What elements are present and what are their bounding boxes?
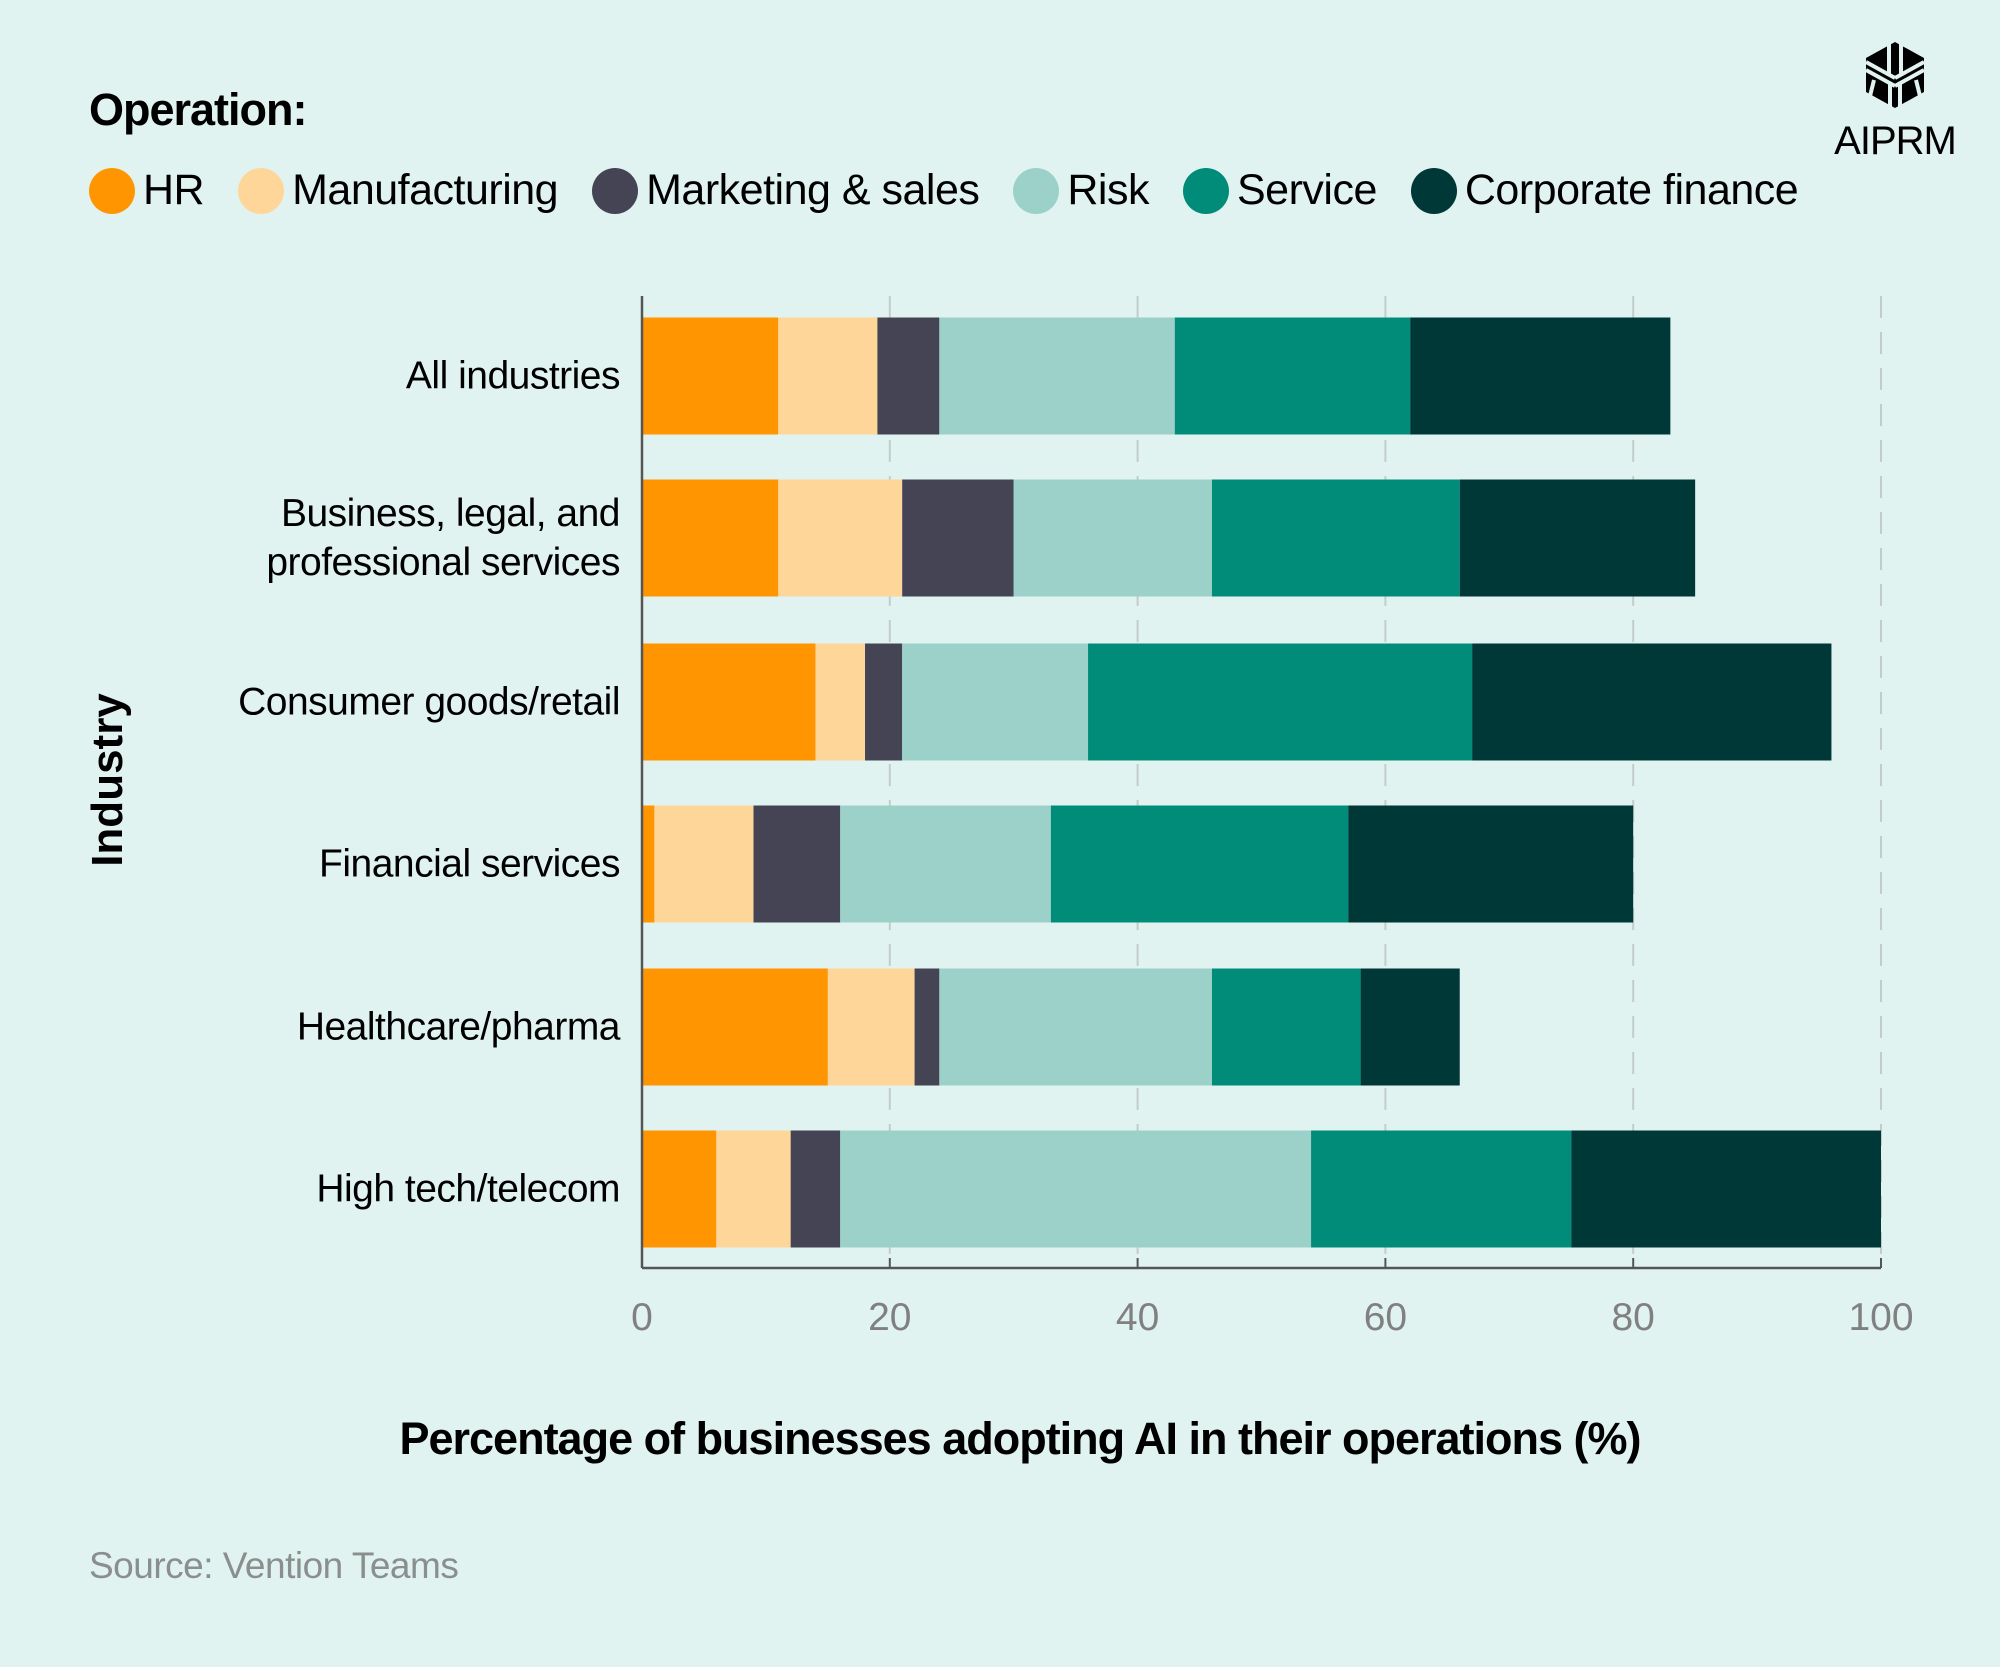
- y-axis-title: Industry: [83, 693, 132, 867]
- category-label-line: professional services: [266, 541, 620, 584]
- x-tick-label: 60: [1363, 1296, 1408, 1339]
- x-tick-label: 100: [1848, 1296, 1914, 1339]
- bar-segment: [1174, 317, 1411, 435]
- category-label: Consumer goods/retail: [238, 678, 620, 727]
- category-label: Business, legal, and professional service…: [266, 489, 620, 587]
- category-label-line: Business, legal, and: [280, 492, 621, 535]
- x-tick-label: 80: [1611, 1296, 1655, 1339]
- legend-item: Service: [1182, 166, 1377, 215]
- bar-segment: [642, 479, 779, 597]
- logo-text: AIPRM: [1834, 119, 1957, 163]
- bar-segment: [939, 968, 1212, 1086]
- category-label-line: Healthcare/pharma: [296, 1005, 621, 1049]
- legend-label: Corporate finance: [1464, 166, 1799, 214]
- source-note: Source: Vention Teams: [89, 1545, 459, 1586]
- bar-segment: [642, 643, 816, 761]
- legend-swatch: [89, 167, 135, 214]
- legend-item: HR: [89, 166, 205, 215]
- legend-swatch: [1182, 167, 1229, 214]
- bar-segment: [778, 479, 903, 597]
- bar-segment: [840, 805, 1051, 923]
- legend-swatch: [238, 167, 285, 214]
- category-label: All industries: [405, 352, 621, 401]
- bar-segment: [902, 643, 1089, 761]
- bar-segment: [827, 968, 915, 1086]
- legend-label: HR: [143, 166, 205, 214]
- bar-segment: [840, 1130, 1312, 1248]
- bar-segment: [1211, 479, 1460, 597]
- bar-segment: [1410, 317, 1671, 435]
- legend-swatch: [1410, 167, 1457, 214]
- bar-segment: [654, 805, 754, 923]
- aiprm-logo-icon: [1865, 42, 1925, 108]
- bar-segment: [865, 643, 903, 761]
- bar-segment: [1472, 643, 1832, 761]
- bar-segment: [1571, 1130, 1881, 1248]
- bar-segment: [939, 317, 1175, 435]
- category-label: Healthcare/pharma: [296, 1003, 621, 1052]
- bar-segment: [642, 1130, 717, 1248]
- legend-label: Marketing & sales: [646, 166, 980, 214]
- bar-segment: [1360, 968, 1460, 1086]
- category-label-line: Consumer goods/retail: [238, 680, 620, 724]
- bar-segment: [1348, 805, 1634, 923]
- bar-segment: [1088, 643, 1473, 761]
- category-label: Financial services: [319, 840, 620, 889]
- legend-swatch: [1013, 167, 1060, 214]
- legend-label: Risk: [1067, 166, 1149, 214]
- legend-item: Risk: [1013, 166, 1149, 215]
- legend-item: Corporate finance: [1410, 166, 1799, 215]
- aiprm-logo: AIPRM: [1830, 40, 1960, 164]
- bar-segment: [753, 805, 841, 923]
- category-label-line: Financial services: [319, 842, 620, 886]
- x-tick-label: 20: [868, 1296, 912, 1339]
- x-axis-title: Percentage of businesses adopting AI in …: [399, 1413, 1641, 1464]
- bar-segment: [778, 317, 878, 435]
- bar-segment: [902, 479, 1014, 597]
- bar-segment: [1311, 1130, 1572, 1248]
- bar-segment: [642, 968, 828, 1086]
- legend-label: Manufacturing: [292, 166, 559, 214]
- bar-segment: [1211, 968, 1361, 1086]
- bar-segment: [790, 1130, 841, 1248]
- x-tick-label: 0: [631, 1296, 653, 1339]
- category-label-line: All industries: [405, 354, 621, 398]
- x-tick-label: 40: [1115, 1296, 1160, 1339]
- legend-item: Manufacturing: [238, 166, 559, 215]
- bar-segment: [642, 317, 779, 435]
- legend: HR Manufacturing Marketing & sales Risk Serv…: [89, 166, 1832, 215]
- legend-item: Marketing & sales: [592, 166, 980, 215]
- bar-segment: [642, 805, 655, 923]
- category-label-line: High tech/telecom: [316, 1167, 620, 1211]
- legend-label: Service: [1236, 166, 1377, 214]
- legend-swatch: [592, 167, 639, 214]
- bar-segment: [716, 1130, 791, 1248]
- bar-segment: [1459, 479, 1696, 597]
- bar-segment: [1050, 805, 1349, 923]
- bar-segment: [877, 317, 940, 435]
- bar-segment: [1013, 479, 1212, 597]
- bar-segment: [914, 968, 940, 1086]
- bar-segment: [815, 643, 866, 761]
- legend-title: Operation:: [89, 84, 308, 135]
- category-label: High tech/telecom: [316, 1165, 620, 1214]
